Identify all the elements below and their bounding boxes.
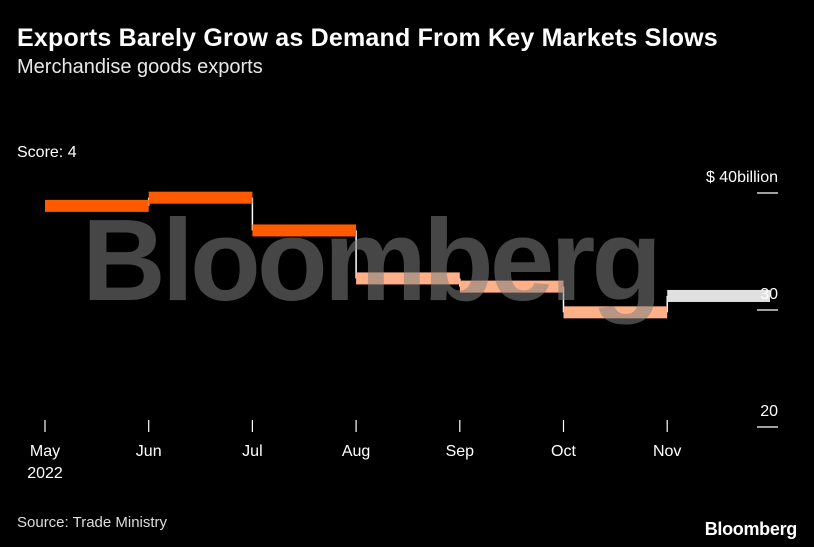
x-tick-label: Aug	[342, 443, 370, 460]
step-bar-jun	[148, 191, 253, 204]
step-bar-jul	[252, 224, 357, 237]
step-bar-oct	[563, 306, 668, 319]
x-tick-label: May	[30, 443, 60, 460]
y-tick-label: 20	[760, 403, 778, 420]
y-tick-label: 30	[760, 286, 778, 303]
x-tick-label: Sep	[446, 443, 475, 460]
score-label: Score: 4	[17, 144, 77, 161]
x-tick-label: Nov	[653, 443, 681, 460]
step-bar-sep	[459, 280, 564, 293]
x-tick-label: Jun	[136, 443, 162, 460]
step-bar-may	[45, 199, 149, 212]
step-bar-aug	[356, 272, 460, 285]
x-year-label: 2022	[27, 465, 63, 482]
step-bar-nov	[667, 289, 770, 302]
chart-subtitle: Merchandise goods exports	[17, 56, 263, 78]
bloomberg-logo: Bloomberg	[704, 519, 798, 539]
y-tick-label: $ 40billion	[706, 169, 778, 186]
source-note: Source: Trade Ministry	[17, 514, 168, 531]
x-tick-label: Jul	[242, 443, 262, 460]
chart-title: Exports Barely Grow as Demand From Key M…	[17, 24, 718, 52]
x-tick-label: Oct	[551, 443, 576, 460]
